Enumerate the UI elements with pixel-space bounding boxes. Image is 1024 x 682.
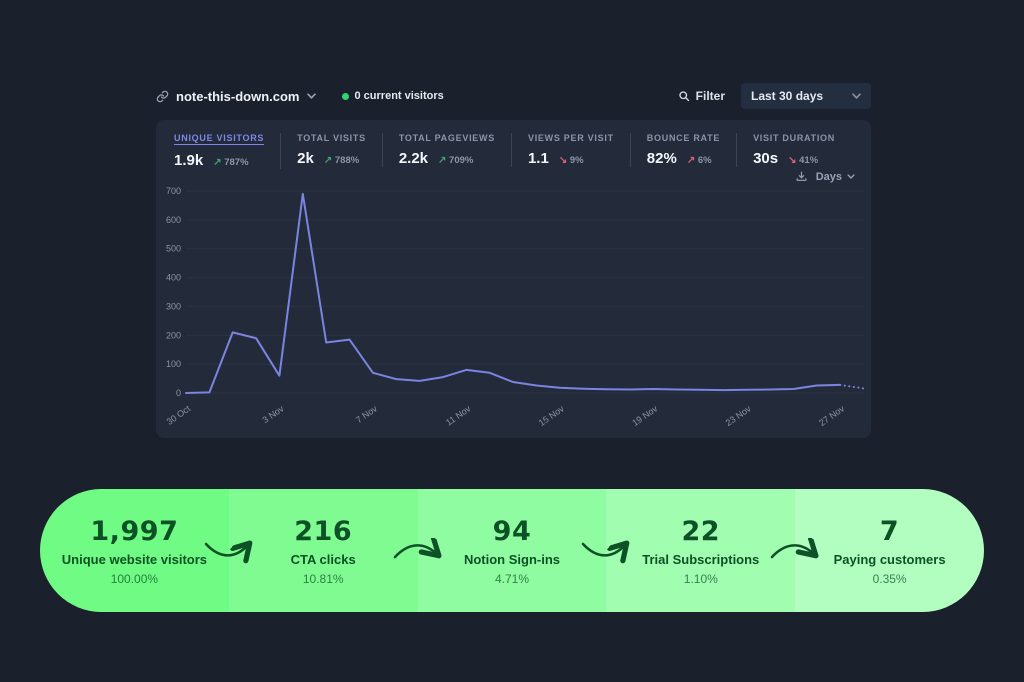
funnel-step-5: 7 Paying customers 0.35% <box>795 489 984 612</box>
download-icon[interactable] <box>795 170 808 183</box>
chevron-down-icon <box>306 93 316 99</box>
trend-down-arrow-icon: ↘ <box>788 155 797 166</box>
topbar: note-this-down.com 0 current visitors Fi… <box>156 82 871 110</box>
site-picker[interactable]: note-this-down.com <box>156 89 316 104</box>
site-domain: note-this-down.com <box>176 88 300 104</box>
stat-value: 2k <box>297 150 314 167</box>
stat-change: ↘ 9% <box>558 155 584 166</box>
svg-text:200: 200 <box>166 330 181 340</box>
trend-up-arrow-icon: ↗ <box>213 157 222 168</box>
stat-change: ↘ 41% <box>788 155 819 166</box>
stat-visit-duration[interactable]: Visit duration 30s ↘ 41% <box>737 133 851 167</box>
funnel-step-value: 22 <box>681 515 721 547</box>
interval-control: Days <box>795 170 855 183</box>
stat-label: Bounce rate <box>646 133 721 143</box>
interval-label: Days <box>815 170 842 183</box>
conversion-funnel: 1,997 Unique website visitors 100.00% 216 CT… <box>40 489 984 612</box>
svg-text:600: 600 <box>166 215 181 225</box>
trend-down-arrow-icon: ↘ <box>558 155 568 166</box>
funnel-step-value: 216 <box>294 515 353 547</box>
online-dot-icon <box>341 92 349 100</box>
filter-label: Filter <box>695 89 725 103</box>
funnel-step-percent: 10.81% <box>302 571 344 586</box>
svg-text:700: 700 <box>166 186 181 196</box>
stat-value: 2.2k <box>398 150 429 167</box>
svg-text:23 Nov: 23 Nov <box>724 403 754 428</box>
svg-text:3 Nov: 3 Nov <box>261 403 286 425</box>
svg-text:7 Nov: 7 Nov <box>354 403 379 425</box>
funnel-step-percent: 4.71% <box>494 571 529 586</box>
stat-value: 1.1 <box>527 150 549 167</box>
chevron-down-icon <box>847 174 855 179</box>
svg-text:300: 300 <box>166 301 181 311</box>
stat-change: ↗ 787% <box>213 157 249 168</box>
chevron-down-icon <box>852 93 861 99</box>
funnel-step-4: 22 Trial Subscriptions 1.10% <box>606 489 796 612</box>
date-range-select[interactable]: Last 30 days <box>741 83 871 109</box>
svg-text:0: 0 <box>176 388 181 398</box>
trend-up-arrow-icon: ↗ <box>686 155 696 166</box>
svg-text:27 Nov: 27 Nov <box>817 403 847 428</box>
trend-up-arrow-icon: ↗ <box>323 155 333 166</box>
stat-bounce-rate[interactable]: Bounce rate 82% ↗ 6% <box>631 133 738 167</box>
stat-label: Visit duration <box>753 133 835 143</box>
funnel-step-percent: 100.00% <box>110 571 159 586</box>
funnel-step-3: 94 Notion Sign-ins 4.71% <box>417 489 607 612</box>
search-icon <box>679 91 689 102</box>
stat-change: ↗ 709% <box>438 155 474 166</box>
trend-up-arrow-icon: ↗ <box>438 155 447 166</box>
stat-value: 82% <box>646 150 677 167</box>
stats-row: Unique visitors 1.9k ↗ 787% Total visits 2k ↗… <box>170 133 851 169</box>
date-range-value: Last 30 days <box>751 89 824 103</box>
stat-label: Total pageviews <box>398 133 495 143</box>
funnel-step-value: 1,997 <box>90 515 179 547</box>
svg-text:11 Nov: 11 Nov <box>444 403 473 427</box>
funnel-step-percent: 1.10% <box>683 571 718 586</box>
svg-text:400: 400 <box>166 273 181 283</box>
stat-unique-visitors[interactable]: Unique visitors 1.9k ↗ 787% <box>170 133 282 169</box>
stat-views-per-visit[interactable]: Views per visit 1.1 ↘ 9% <box>512 133 631 167</box>
svg-text:19 Nov: 19 Nov <box>630 403 660 428</box>
funnel-step-2: 216 CTA clicks 10.81% <box>228 489 418 612</box>
analytics-card: Unique visitors 1.9k ↗ 787% Total visits 2k ↗… <box>156 120 871 438</box>
current-visitors[interactable]: 0 current visitors <box>341 90 444 102</box>
funnel-step-value: 7 <box>879 515 900 547</box>
svg-text:100: 100 <box>166 359 181 369</box>
stat-value: 1.9k <box>174 152 204 169</box>
stat-label: Views per visit <box>527 133 614 143</box>
svg-text:500: 500 <box>166 244 181 254</box>
funnel-step-label: Trial Subscriptions <box>642 551 760 567</box>
stat-change: ↗ 788% <box>323 155 360 166</box>
funnel-step-percent: 0.35% <box>872 571 907 586</box>
funnel-step-label: Notion Sign-ins <box>463 551 561 567</box>
svg-text:15 Nov: 15 Nov <box>537 403 567 428</box>
interval-select[interactable]: Days <box>816 171 855 183</box>
funnel-step-label: Paying customers <box>833 551 946 567</box>
funnel-step-label: Unique website visitors <box>61 551 207 567</box>
visitors-chart: 0 100 200 300 400 500 600 700 30 Oct 3 Nov 7 Nov 11… <box>166 186 865 428</box>
current-visitors-label: 0 current visitors <box>354 90 444 102</box>
funnel-step-label: CTA clicks <box>290 551 356 567</box>
stat-total-visits[interactable]: Total visits 2k ↗ 788% <box>281 133 383 167</box>
stat-change: ↗ 6% <box>686 155 712 166</box>
stat-label: Unique visitors <box>174 133 265 145</box>
svg-text:30 Oct: 30 Oct <box>166 403 193 427</box>
link-icon <box>156 90 169 102</box>
filter-button[interactable]: Filter <box>678 89 725 103</box>
funnel-step-value: 94 <box>492 515 532 547</box>
stat-value: 30s <box>753 150 779 167</box>
funnel-step-1: 1,997 Unique website visitors 100.00% <box>40 489 229 612</box>
stat-label: Total visits <box>297 133 366 143</box>
stat-total-pageviews[interactable]: Total pageviews 2.2k ↗ 709% <box>383 133 512 167</box>
